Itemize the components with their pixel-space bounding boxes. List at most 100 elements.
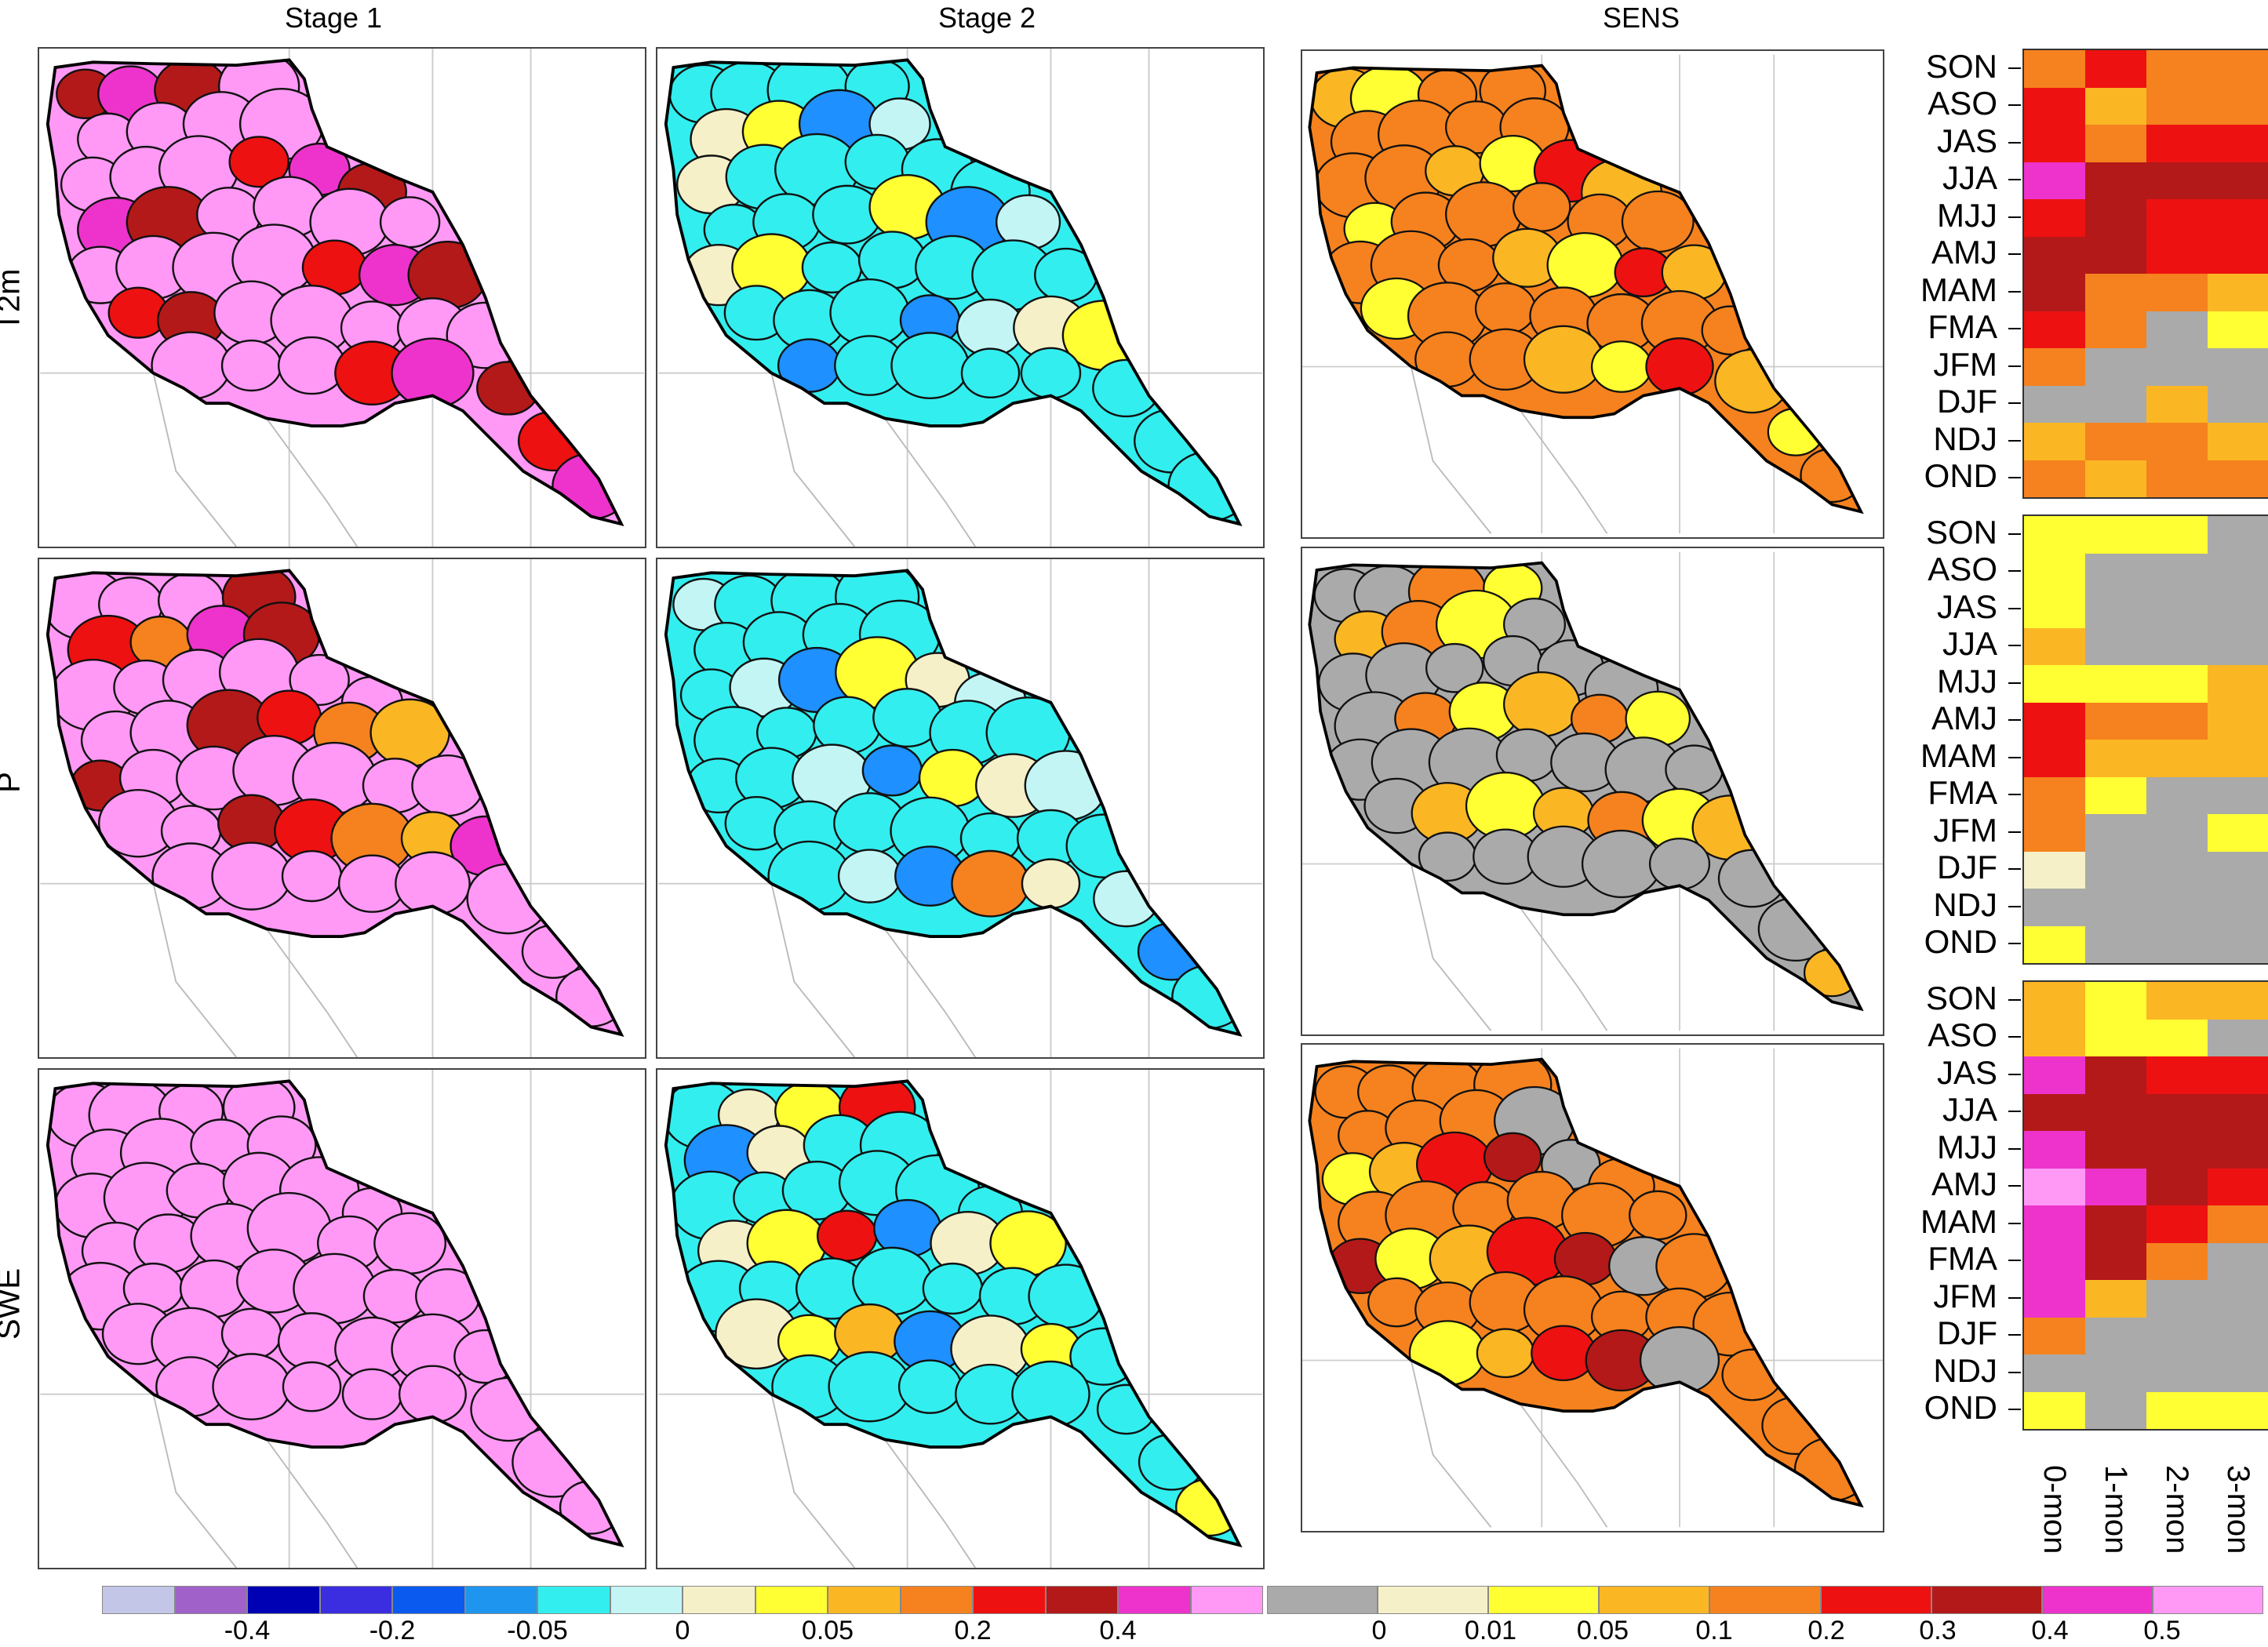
heatmap-t2m	[2022, 49, 2268, 499]
basin	[1174, 1478, 1240, 1537]
heatmap-cell	[2085, 1391, 2146, 1429]
colorbar-tick-label: 0.5	[2143, 1616, 2181, 1645]
colorbar-swatch	[1599, 1586, 1710, 1614]
heatmap-cell	[2208, 776, 2268, 814]
heatmap-cell	[2085, 1056, 2146, 1094]
season-label: MAM	[1920, 1202, 1997, 1240]
colorbar-swatch	[102, 1586, 175, 1614]
heatmap-cell	[2146, 199, 2208, 237]
colorbar-tick-label: 0.05	[1576, 1616, 1629, 1645]
heatmap-cell	[2024, 162, 2085, 199]
heatmap-cell	[2024, 460, 2085, 497]
heatmap-cell	[2146, 665, 2208, 703]
colorbar-swatch	[247, 1586, 320, 1614]
season-tick	[2008, 1111, 2021, 1113]
heatmap-cell	[2024, 889, 2085, 926]
basin	[1523, 325, 1604, 394]
basin	[228, 136, 289, 188]
season-tick	[2008, 1222, 2021, 1224]
season-label: OND	[1924, 923, 1997, 961]
heatmap-cell	[2024, 1242, 2085, 1280]
season-label: NDJ	[1933, 885, 1997, 923]
season-tick	[2008, 1185, 2021, 1187]
heatmap-cell	[2208, 1242, 2268, 1280]
season-tick	[2008, 645, 2021, 647]
heatmap-cell	[2085, 1205, 2146, 1243]
heatmap-cell	[2024, 1019, 2085, 1056]
season-tick	[2008, 1409, 2021, 1411]
heatmap-cell	[2024, 1056, 2085, 1094]
heatmap-cell	[2146, 1019, 2208, 1056]
heatmap-cell	[2085, 87, 2146, 125]
colorbar-swatch	[755, 1586, 828, 1614]
basin	[1502, 671, 1581, 738]
season-tick	[2008, 216, 2021, 218]
heatmap-cell	[2208, 87, 2268, 125]
heatmap-cell	[2024, 702, 2085, 740]
heatmap-cell	[2024, 1317, 2085, 1354]
heatmap-cell	[2146, 702, 2208, 740]
season-label: JAS	[1936, 587, 1997, 625]
heatmap-cell	[2085, 516, 2146, 554]
heatmap-cell	[2146, 740, 2208, 777]
basin	[1721, 1348, 1783, 1402]
basin	[1714, 348, 1790, 414]
heatmap-cell	[2024, 236, 2085, 274]
heatmap-cell	[2024, 740, 2085, 777]
basin	[1408, 1320, 1487, 1387]
heatmap-cell	[2208, 740, 2268, 777]
heatmap-cell	[2208, 162, 2268, 199]
colorbar-tick-label: 0.05	[801, 1616, 854, 1645]
heatmap-cell	[2146, 385, 2208, 423]
season-tick	[2008, 290, 2021, 293]
colorbar-swatch	[2152, 1586, 2263, 1614]
heatmap-cell	[2085, 1280, 2146, 1318]
heatmap-cell	[2146, 516, 2208, 554]
heatmap-cell	[2024, 1354, 2085, 1392]
heatmap-cell	[2208, 1280, 2268, 1318]
heatmap-cell	[2146, 1354, 2208, 1392]
basin	[1021, 858, 1081, 909]
basin	[282, 1361, 342, 1412]
heatmap-cell	[2146, 162, 2208, 199]
heatmap-cell	[2146, 311, 2208, 348]
heatmap-cell	[2024, 274, 2085, 311]
season-tick	[2008, 141, 2021, 144]
colorbar-swatch	[537, 1586, 610, 1614]
season-tick	[2008, 67, 2021, 69]
heatmap-cell	[2146, 982, 2208, 1020]
season-tick	[2008, 943, 2021, 945]
colorbar-tick-label: -0.4	[224, 1616, 271, 1645]
column-title-stage1: Stage 1	[284, 2, 383, 34]
heatmap-cell	[2146, 1168, 2208, 1205]
colorbar-tick-label: 0.1	[1695, 1616, 1733, 1645]
heatmap-cell	[2146, 1205, 2208, 1243]
basin	[1793, 1436, 1862, 1502]
heatmap-cell	[2085, 591, 2146, 628]
season-tick	[2008, 1147, 2021, 1150]
basin	[373, 1212, 447, 1274]
season-label: JJA	[1942, 1091, 1997, 1129]
heatmap-cell	[2024, 311, 2085, 348]
heatmap-cell	[2208, 274, 2268, 311]
colorbar-tick-label: 0.4	[2031, 1616, 2069, 1645]
colorbar-tick-label: 0	[1371, 1616, 1387, 1645]
colorbar-swatch	[1709, 1586, 1821, 1614]
heatmap-cell	[2085, 1242, 2146, 1280]
heatmap-cell	[2085, 348, 2146, 386]
heatmap-cell	[2024, 1131, 2085, 1169]
basin	[1590, 340, 1653, 393]
map-stage2-p	[656, 558, 1265, 1059]
season-tick	[2008, 719, 2021, 722]
heatmap-cell	[2146, 776, 2208, 814]
heatmap-cell	[2208, 1317, 2268, 1354]
heatmap-cell	[2024, 1280, 2085, 1318]
basin	[151, 331, 231, 400]
heatmap-cell	[2085, 814, 2146, 852]
season-label: MAM	[1920, 271, 1997, 308]
heatmap-cell	[2208, 1093, 2268, 1131]
season-tick	[2008, 402, 2021, 405]
colorbar-swatch	[464, 1586, 537, 1614]
row-label-swe: SWE	[0, 1267, 27, 1340]
heatmap-cell	[2208, 423, 2268, 460]
